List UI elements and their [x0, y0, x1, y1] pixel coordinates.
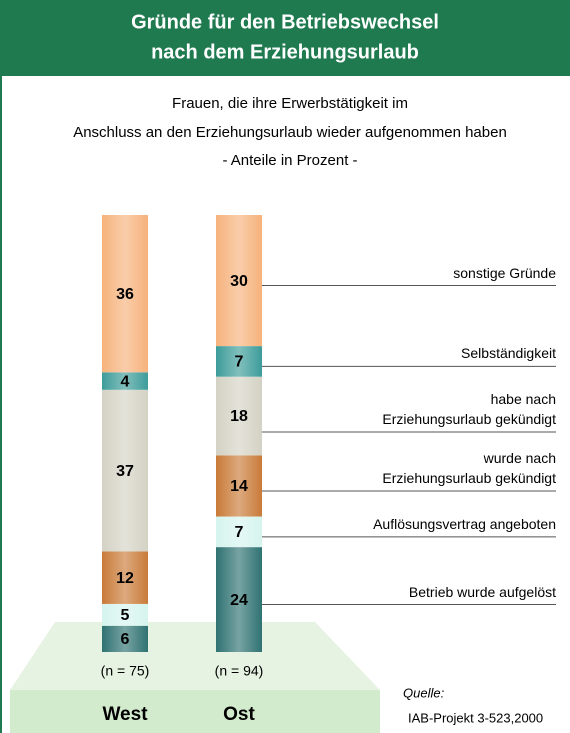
subtitle: - Anteile in Prozent -	[222, 152, 357, 169]
subtitle: Anschluss an den Erziehungsurlaub wieder…	[73, 124, 507, 141]
value-label: 30	[230, 273, 248, 290]
title: Gründe für den Betriebswechsel	[131, 11, 439, 33]
left-border	[0, 76, 2, 733]
value-label: 7	[235, 354, 244, 371]
floor-front	[10, 690, 380, 733]
bar-segment	[102, 215, 148, 373]
bar-segment	[216, 455, 262, 517]
bar-segment	[216, 547, 262, 652]
bar-segment	[102, 551, 148, 604]
value-label: 7	[235, 524, 244, 541]
value-label: 37	[116, 463, 134, 480]
legend-label: Auflösungsvertrag angeboten	[373, 515, 556, 532]
value-label: 14	[230, 478, 248, 495]
value-label: 4	[121, 373, 130, 390]
title-band	[0, 0, 570, 76]
bar-segment	[102, 372, 148, 390]
value-label: 36	[116, 286, 134, 303]
value-label: 18	[230, 408, 248, 425]
legend-label: sonstige Gründe	[453, 264, 556, 281]
value-label: 24	[230, 592, 248, 609]
value-label: 6	[121, 631, 130, 648]
category-label: West	[102, 704, 148, 725]
bar-segment	[216, 376, 262, 456]
subtitle: Frauen, die ihre Erwerbstätigkeit im	[172, 95, 408, 112]
bar-segment	[216, 346, 262, 377]
source: IAB-Projekt 3-523,2000	[408, 710, 543, 725]
value-label: 12	[116, 570, 134, 587]
bar-segment	[102, 389, 148, 552]
floor	[10, 622, 380, 690]
category-label: Ost	[223, 704, 255, 725]
bar-segment	[102, 625, 148, 652]
legend-label: habe nach Erziehungsurlaub gekündigt	[382, 391, 556, 428]
n-label: (n = 94)	[215, 663, 264, 679]
title: nach dem Erziehungsurlaub	[151, 41, 419, 63]
legend-label: wurde nach Erziehungsurlaub gekündigt	[382, 449, 556, 486]
legend-label: Selbständigkeit	[461, 345, 556, 362]
bar-segment	[216, 516, 262, 548]
n-label: (n = 75)	[101, 663, 150, 679]
source-label: Quelle:	[403, 685, 445, 700]
bar-segment	[216, 215, 262, 347]
bar-segment	[102, 603, 148, 626]
legend-label: Betrieb wurde aufgelöst	[408, 583, 556, 600]
value-label: 5	[121, 607, 130, 624]
